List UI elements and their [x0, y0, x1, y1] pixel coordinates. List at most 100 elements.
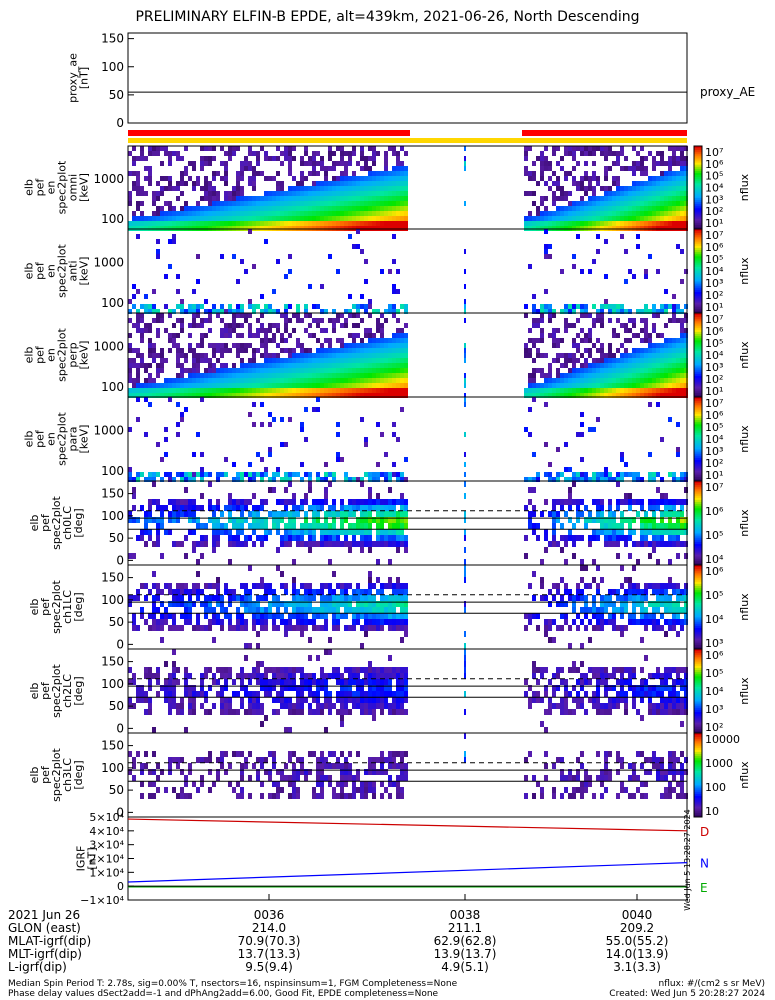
spectro-cell — [576, 613, 580, 619]
spectro-cell — [168, 206, 172, 211]
spectro-cell — [128, 553, 132, 559]
spectro-cell — [236, 505, 240, 511]
spectro-cell — [272, 309, 276, 314]
spectro-cell — [304, 499, 308, 505]
spectro-cell — [240, 477, 244, 482]
spectro-cell — [664, 221, 668, 226]
spectro-cell — [208, 211, 212, 216]
spectro-cell — [652, 323, 656, 328]
spectro-cell — [628, 535, 632, 541]
spectro-cell — [656, 358, 660, 363]
spectro-cell — [680, 181, 684, 186]
spectro-cell — [136, 363, 140, 368]
spectro-cell — [632, 161, 636, 166]
spectro-cell — [684, 269, 688, 274]
spectro-cell — [524, 553, 528, 559]
spectro-cell — [612, 619, 616, 625]
spectro-cell — [256, 383, 260, 388]
spectro-cell — [200, 221, 204, 226]
spectro-cell — [628, 201, 632, 206]
spectro-cell — [396, 196, 400, 201]
spectro-cell — [388, 373, 392, 378]
spectro-cell — [580, 221, 584, 226]
spectro-cell — [380, 378, 384, 383]
spectro-cell — [400, 493, 404, 499]
spectro-cell — [392, 348, 396, 353]
colorbar-cell — [694, 470, 702, 474]
spectro-cell — [592, 601, 596, 607]
spectro-cell — [144, 673, 148, 679]
spectro-cell — [252, 348, 256, 353]
spectro-cell — [632, 601, 636, 607]
spectro-cell — [592, 343, 596, 348]
spectro-cell — [276, 383, 280, 388]
spectro-cell — [676, 499, 680, 505]
spectro-cell — [252, 393, 256, 398]
spectro-cell — [316, 221, 320, 226]
spectro-cell — [540, 511, 544, 517]
spectro-cell — [368, 211, 372, 216]
spectro-cell — [184, 378, 188, 383]
spectro-cell — [544, 383, 548, 388]
spectro-cell — [140, 318, 144, 323]
spectro-cell — [236, 619, 240, 625]
spectro-cell — [128, 318, 132, 323]
spectro-cell — [332, 378, 336, 383]
spectro-cell — [368, 171, 372, 176]
spectro-cell — [328, 216, 332, 221]
spectro-cell — [216, 206, 220, 211]
spectro-cell — [212, 343, 216, 348]
spectro-cell — [668, 595, 672, 601]
spectro-cell — [608, 505, 612, 511]
spectro-cell — [220, 201, 224, 206]
spectro-cell — [600, 313, 604, 318]
spectro-cell — [152, 517, 156, 523]
spectro-cell — [144, 697, 148, 703]
spectro-cell — [572, 353, 576, 358]
colorbar-cell — [694, 520, 702, 524]
spectro-cell — [620, 166, 624, 171]
colorbar-cell — [694, 275, 702, 278]
colorbar-label: nflux — [738, 593, 751, 621]
spectro-cell — [564, 353, 568, 358]
spectro-cell — [388, 383, 392, 388]
spectro-cell — [548, 176, 552, 181]
spectro-cell — [596, 589, 600, 595]
spectro-cell — [528, 171, 532, 176]
spectro-cell — [316, 383, 320, 388]
spectro-cell — [196, 353, 200, 358]
spectro-cell — [284, 607, 288, 613]
spectro-cell — [252, 201, 256, 206]
spectro-cell — [644, 383, 648, 388]
spectro-cell — [248, 323, 252, 328]
spectro-cell — [260, 211, 264, 216]
spectro-cell — [348, 363, 352, 368]
spectro-cell — [336, 318, 340, 323]
spectro-cell — [524, 393, 528, 398]
spectro-cell — [644, 613, 648, 619]
spectro-cell — [648, 338, 652, 343]
colorbar-cell — [694, 189, 702, 193]
spectro-cell — [192, 703, 196, 709]
spectro-cell — [340, 343, 344, 348]
spectro-cell — [288, 499, 292, 505]
spectro-cell — [216, 523, 220, 529]
spectro-cell — [400, 407, 404, 412]
spectro-cell — [616, 541, 620, 547]
spectro-cell — [364, 601, 368, 607]
spectro-cell — [324, 499, 328, 505]
spectro-cell — [680, 151, 684, 156]
spectro-cell — [288, 333, 292, 338]
spectro-cell — [676, 631, 680, 637]
spectro-cell — [172, 505, 176, 511]
spectro-cell — [228, 613, 232, 619]
spectro-cell — [136, 625, 140, 631]
spectro-cell — [164, 452, 168, 457]
spectro-cell — [540, 328, 544, 333]
spectro-cell — [404, 201, 408, 206]
spectro-cell — [192, 363, 196, 368]
spectro-cell — [356, 181, 360, 186]
spectro-cell — [528, 146, 532, 151]
spectro-cell — [672, 181, 676, 186]
spectro-cell — [548, 161, 552, 166]
